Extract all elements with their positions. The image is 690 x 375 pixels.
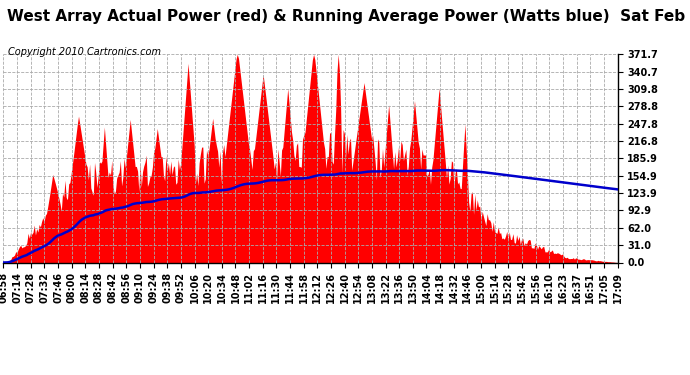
Text: West Array Actual Power (red) & Running Average Power (Watts blue)  Sat Feb 20 1: West Array Actual Power (red) & Running …: [7, 9, 690, 24]
Text: Copyright 2010 Cartronics.com: Copyright 2010 Cartronics.com: [8, 47, 161, 57]
